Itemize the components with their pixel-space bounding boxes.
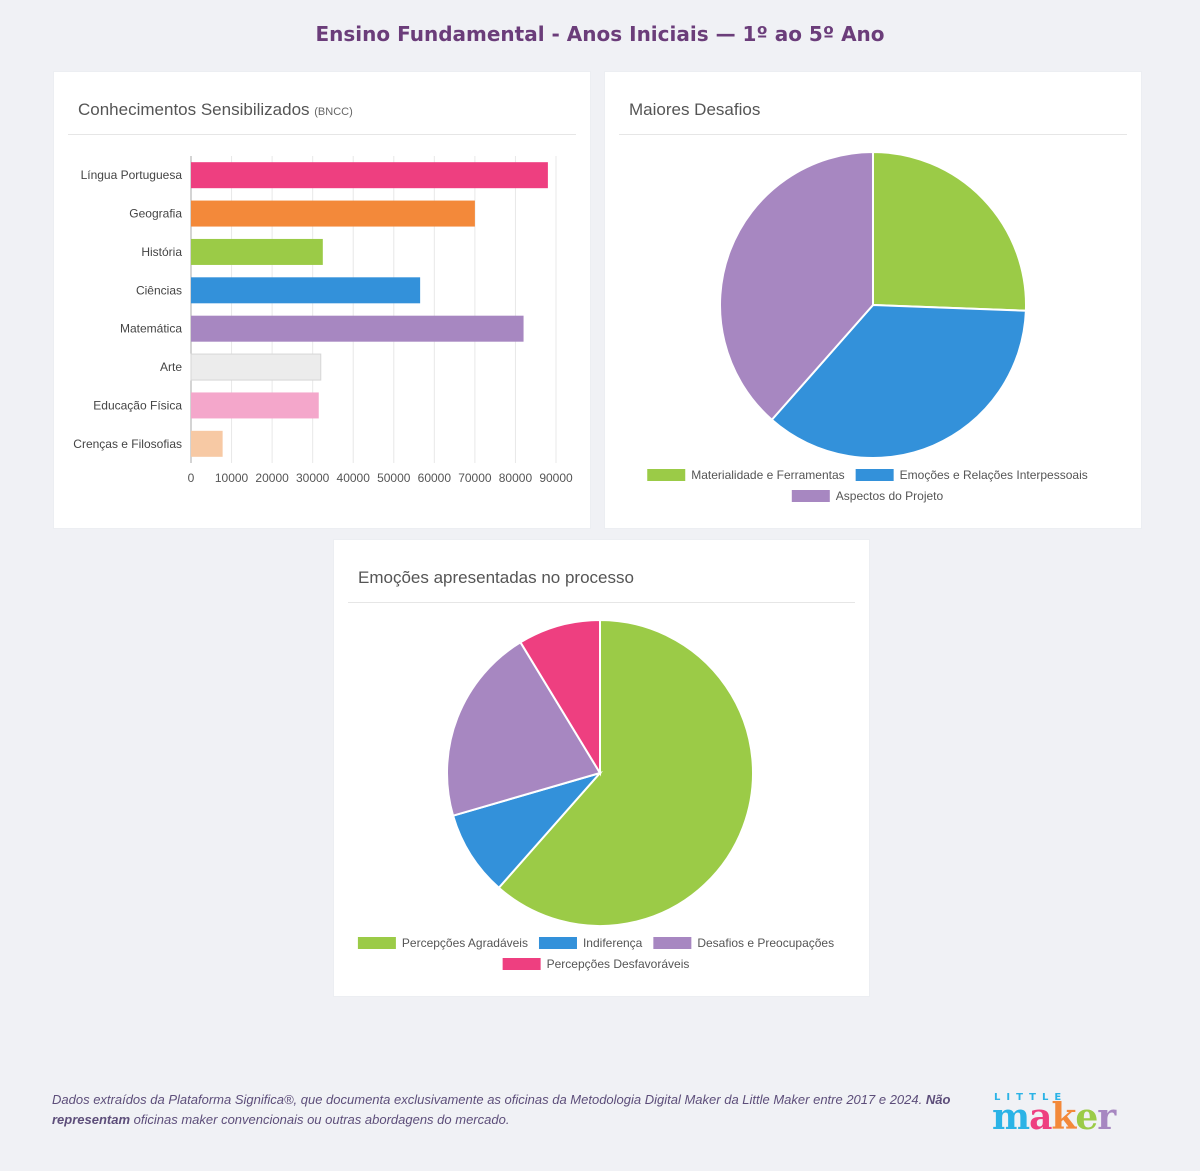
bar-8 [191, 430, 223, 457]
bar-chart: 0 10000 20000 30000 40000 50000 60000 70000 8000… [73, 156, 573, 485]
pie-slice-4 [519, 618, 601, 777]
bar-7 [191, 392, 319, 419]
bar-category-label: Ciências [136, 283, 182, 297]
legend-label: Materialidade e Ferramentas [691, 468, 844, 482]
legend-label: Percepções Agradáveis [402, 936, 528, 950]
bar-2 [191, 200, 475, 227]
bar-x-tick-label: 50000 [377, 471, 411, 485]
legend-swatch [357, 937, 396, 949]
bar-x-tick-label: 70000 [458, 471, 492, 485]
pie-challenges-divider [619, 134, 1127, 135]
legend-swatch [855, 469, 894, 481]
little-maker-logo: LITTLE maker [992, 1092, 1157, 1136]
bar-1 [191, 162, 548, 189]
footer-bold: Não representam [52, 1092, 951, 1127]
legend-label: Percepções Desfavoráveis [547, 957, 690, 971]
pie-emotions-chart: Percepções Agradáveis Indiferença Desafios… [357, 618, 834, 971]
bar-3 [191, 238, 323, 265]
bar-category-label: Arte [160, 360, 182, 374]
legend-label: Desafios e Preocupações [697, 936, 834, 950]
pie-emotions-card: Emoções apresentadas no processo Percepç… [334, 540, 869, 996]
pie-slice-2 [451, 771, 604, 890]
pie-slice-1 [872, 150, 1027, 312]
logo-little-text: LITTLE [994, 1092, 1068, 1103]
legend-label: Aspectos do Projeto [836, 489, 944, 503]
bar-x-tick-label: 60000 [418, 471, 452, 485]
bar-chart-title: Conhecimentos Sensibilizados (BNCC) [78, 100, 353, 120]
footer-text-after: oficinas maker convencionais ou outras a… [130, 1112, 510, 1127]
legend-label: Indiferença [583, 936, 643, 950]
bar-x-tick-label: 10000 [215, 471, 249, 485]
bar-x-tick-label: 0 [188, 471, 195, 485]
footer-text-before: Dados extraídos da Plataforma Significa®… [52, 1092, 926, 1107]
footer-note: Dados extraídos da Plataforma Significa®… [52, 1090, 952, 1130]
page-title: Ensino Fundamental - Anos Iniciais — 1º … [315, 22, 885, 46]
bar-category-label: Crenças e Filosofias [73, 437, 182, 451]
logo-letter: a [1029, 1096, 1052, 1138]
pie-emotions-divider [348, 602, 855, 603]
legend-swatch [653, 937, 692, 949]
legend-swatch [538, 937, 577, 949]
pie-challenges-card: Maiores Desafios Materialidade e Ferrame… [605, 72, 1141, 528]
logo-letter: e [1075, 1096, 1098, 1138]
logo-maker-word: maker [992, 1096, 1116, 1138]
pie-challenges-chart: Materialidade e Ferramentas Emoções e Rel… [647, 150, 1088, 503]
legend-swatch [502, 958, 541, 970]
bar-category-label: História [141, 245, 182, 259]
bar-chart-divider [68, 134, 576, 135]
legend-swatch [647, 469, 686, 481]
legend-label: Emoções e Relações Interpessoais [900, 468, 1088, 482]
bar-category-label: Língua Portuguesa [81, 168, 183, 182]
bar-category-label: Matemática [120, 322, 182, 336]
pie-challenges-title: Maiores Desafios [629, 100, 761, 119]
logo-letter: k [1051, 1096, 1076, 1138]
bar-category-label: Geografia [129, 207, 182, 221]
pie-emotions-title: Emoções apresentadas no processo [358, 568, 634, 587]
bar-chart-card: Conhecimentos Sensibilizados (BNCC) 0 100… [54, 72, 590, 528]
logo-letter: r [1097, 1096, 1116, 1138]
pie-slice-3 [446, 640, 602, 817]
bar-x-tick-label: 20000 [255, 471, 289, 485]
pie-slice-2 [770, 303, 1027, 459]
bar-category-label: Educação Física [93, 398, 182, 412]
bar-x-tick-label: 30000 [296, 471, 330, 485]
bar-4 [191, 277, 421, 304]
bar-x-tick-label: 80000 [499, 471, 533, 485]
bar-chart-title-suffix: (BNCC) [314, 106, 353, 118]
logo-letter: m [992, 1096, 1030, 1138]
bar-5 [191, 315, 524, 342]
bar-x-tick-label: 40000 [337, 471, 371, 485]
bar-chart-title-text: Conhecimentos Sensibilizados [78, 100, 310, 119]
bar-6 [190, 353, 322, 381]
pie-slice-1 [497, 618, 754, 927]
legend-swatch [791, 490, 830, 502]
bar-x-tick-label: 90000 [539, 471, 573, 485]
pie-slice-3 [719, 150, 874, 422]
